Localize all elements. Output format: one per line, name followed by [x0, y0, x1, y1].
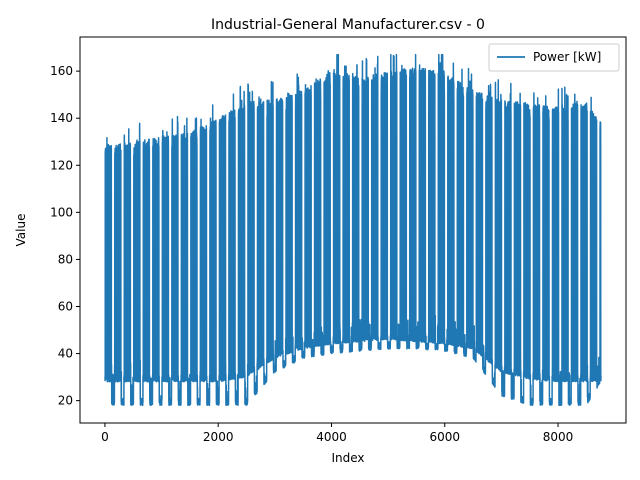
y-tick-label: 20 [58, 394, 73, 408]
y-tick-label: 120 [50, 158, 73, 172]
x-axis-label: Index [331, 451, 364, 465]
plot-area [79, 36, 627, 424]
x-axis: 0 2000 4000 6000 8000 [101, 423, 573, 444]
x-tick-label: 2000 [203, 430, 234, 444]
legend-label: Power [kW] [533, 50, 601, 64]
legend: Power [kW] [488, 43, 620, 72]
series-layer [104, 53, 602, 407]
y-tick-label: 80 [58, 252, 73, 266]
y-tick-label: 100 [50, 205, 73, 219]
x-tick-label: 0 [101, 430, 109, 444]
x-tick-label: 6000 [429, 430, 460, 444]
y-tick-label: 60 [58, 299, 73, 313]
y-tick-label: 160 [50, 64, 73, 78]
y-axis-label: Value [14, 214, 28, 247]
y-axis: 20 40 60 80 100 120 140 160 [50, 64, 80, 408]
y-tick-label: 40 [58, 347, 73, 361]
x-tick-label: 8000 [543, 430, 574, 444]
series-line-power [104, 53, 602, 407]
y-tick-label: 140 [50, 111, 73, 125]
plot-frame [79, 36, 627, 424]
x-tick-label: 4000 [316, 430, 347, 444]
chart-title: Industrial-General Manufacturer.csv - 0 [211, 17, 485, 33]
legend-box [488, 43, 620, 72]
